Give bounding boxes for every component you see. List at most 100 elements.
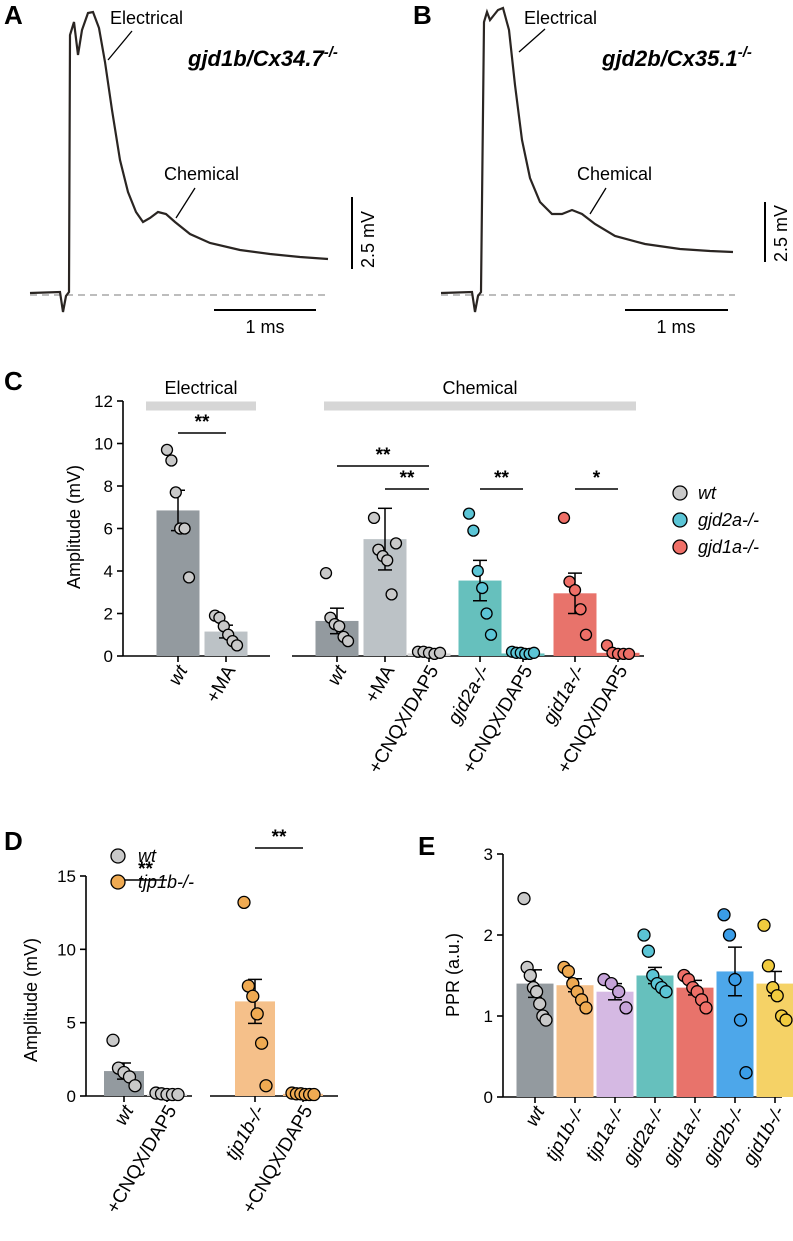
data-point [728, 972, 742, 987]
significance-label: ** [272, 827, 287, 848]
significance-label: ** [376, 445, 391, 466]
trace-b-electrical-pointer [518, 28, 546, 53]
significance-label: ** [494, 468, 509, 489]
data-point [319, 566, 333, 580]
legend-c-gjd2a-marker [672, 512, 688, 528]
panel-label-c: C [4, 366, 23, 396]
data-point [699, 1001, 713, 1015]
data-point [612, 985, 626, 999]
data-point [128, 1079, 142, 1093]
data-point [739, 1066, 753, 1080]
data-point [761, 959, 776, 973]
data-point [770, 989, 784, 1003]
significance-label: * [593, 468, 601, 489]
data-point [563, 575, 576, 588]
data-point [533, 997, 547, 1011]
data-point [381, 554, 394, 567]
data-point [484, 628, 498, 641]
data-point [160, 443, 174, 457]
data-point [171, 1087, 185, 1102]
y-tick-label: 1 [484, 1007, 493, 1026]
chart-d-legend: wt tjp1b-/- [110, 846, 194, 892]
data-point [561, 964, 576, 979]
trace-b-chemical-pointer [589, 187, 607, 215]
data-point [733, 1013, 748, 1027]
panel-c: C Amplitude (mV) Electrical Chemical 0 2 4… [4, 366, 759, 777]
category-label: wt [111, 1101, 139, 1129]
data-point [259, 1079, 273, 1093]
chart-e-plot: 0123wttjp1b-/-tjp1a-/-gjd2a-/-gjd1a-/-gj… [484, 845, 793, 1169]
data-point [250, 1007, 264, 1021]
data-point [517, 891, 531, 906]
data-point [480, 607, 493, 620]
significance-label: ** [400, 468, 415, 489]
data-point [385, 588, 398, 601]
y-tick-label: 4 [104, 562, 113, 581]
data-point [579, 1001, 593, 1015]
bar [156, 510, 200, 656]
data-point [169, 486, 182, 499]
trace-a-time-scale-label: 1 ms [245, 317, 284, 337]
data-point [237, 895, 251, 910]
legend-d-wt-marker [110, 848, 126, 864]
category-label: +MA [202, 662, 240, 707]
data-point [165, 454, 178, 467]
trace-b-electrical-label: Electrical [524, 8, 597, 28]
data-point [722, 928, 737, 942]
trace-a-title: gjd1b/Cx34.7-/- [187, 44, 338, 71]
data-point [579, 628, 593, 641]
data-point [462, 507, 476, 520]
y-tick-label: 8 [104, 477, 113, 496]
data-point [539, 1013, 553, 1027]
trace-a-waveform [29, 10, 329, 313]
data-point [433, 646, 447, 659]
panel-label-b: B [413, 0, 432, 30]
data-point [471, 564, 484, 578]
trace-b-time-scale-label: 1 ms [656, 317, 695, 337]
y-tick-label: 3 [484, 845, 493, 864]
data-point [333, 620, 346, 633]
chart-c-legend: wt gjd2a-/- gjd1a-/- [672, 483, 759, 557]
panel-a: A gjd1b/Cx34.7-/- Electrical Chemical 2.… [4, 0, 378, 337]
y-tick-label: 15 [57, 867, 76, 886]
chart-e-ylabel: PPR (a.u.) [443, 933, 463, 1017]
legend-c-wt-marker [672, 485, 688, 501]
chart-d-ylabel: Amplitude (mV) [21, 938, 41, 1062]
data-point [246, 989, 260, 1003]
y-tick-label: 6 [104, 520, 113, 539]
legend-c-wt-label: wt [698, 483, 717, 503]
y-tick-label: 5 [67, 1014, 76, 1033]
chart-c-group-chemical: Chemical [442, 378, 517, 398]
data-point [757, 918, 771, 932]
data-point [182, 571, 196, 584]
significance-label: ** [138, 859, 153, 880]
y-tick-label: 0 [104, 647, 113, 666]
data-point [230, 639, 244, 652]
data-point [574, 603, 587, 616]
y-tick-label: 0 [484, 1088, 493, 1107]
y-tick-label: 2 [104, 605, 113, 624]
panel-b: B gjd2b/Cx35.1-/- Electrical Chemical 2.… [413, 0, 791, 337]
data-point [527, 646, 541, 659]
trace-b-voltage-scale-label: 2.5 mV [771, 205, 791, 262]
data-point [389, 537, 403, 550]
panel-label-e: E [418, 831, 435, 861]
trace-b-waveform [440, 6, 734, 313]
category-label: +MA [361, 662, 399, 707]
category-label: tjp1b-/- [222, 1102, 270, 1164]
trace-a-electrical-label: Electrical [110, 8, 183, 28]
trace-b-chemical-label: Chemical [577, 164, 652, 184]
data-point [557, 511, 571, 525]
y-tick-label: 10 [57, 940, 76, 959]
legend-d-wt-label: wt [138, 846, 157, 866]
legend-d-tjp1b-label: tjp1b-/- [138, 872, 194, 892]
data-point [619, 1001, 633, 1015]
data-point [341, 634, 355, 648]
category-label: wt [165, 661, 193, 689]
data-point [779, 1013, 793, 1027]
chart-c-ylabel: Amplitude (mV) [64, 465, 84, 589]
trace-a-chemical-label: Chemical [164, 164, 239, 184]
data-point [106, 1033, 120, 1047]
data-point [568, 583, 582, 597]
